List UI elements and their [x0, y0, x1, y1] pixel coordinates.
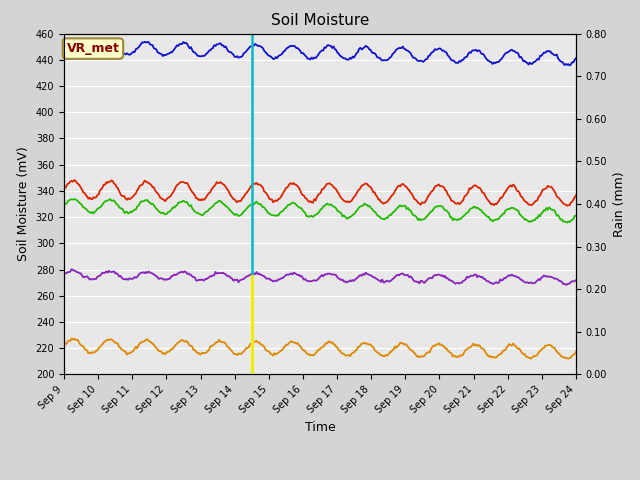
X-axis label: Time: Time	[305, 421, 335, 434]
Y-axis label: Soil Moisture (mV): Soil Moisture (mV)	[17, 146, 30, 262]
Text: VR_met: VR_met	[67, 42, 120, 55]
Y-axis label: Rain (mm): Rain (mm)	[612, 171, 626, 237]
Legend: SM 1, SM 2, SM 3, SM 4, SM 5, Precip_mm, TZ ppt: SM 1, SM 2, SM 3, SM 4, SM 5, Precip_mm,…	[62, 478, 506, 480]
Title: Soil Moisture: Soil Moisture	[271, 13, 369, 28]
